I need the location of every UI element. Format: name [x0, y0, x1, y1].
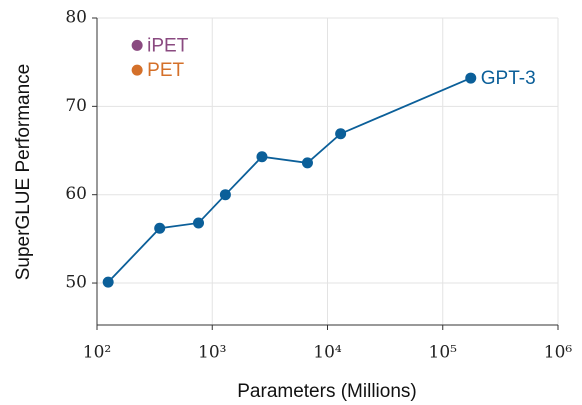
x-tick-label: 10⁶ — [544, 343, 573, 363]
data-point — [301, 157, 313, 169]
data-point — [131, 64, 143, 76]
series-line — [107, 77, 472, 283]
x-axis-label: Parameters (Millions) — [237, 381, 416, 402]
data-point — [335, 128, 347, 140]
y-axis-label: SuperGLUE Performance — [13, 64, 34, 281]
x-tick-label: 10³ — [198, 343, 226, 363]
data-point — [193, 217, 205, 229]
x-tick-label: 10² — [83, 343, 111, 363]
y-tick-label: 70 — [65, 96, 87, 116]
data-point — [465, 72, 477, 84]
series-label: GPT-3 — [481, 68, 536, 89]
data-point — [102, 276, 114, 288]
data-point — [219, 189, 231, 201]
y-tick-label: 50 — [65, 273, 87, 293]
data-point — [154, 222, 166, 234]
x-tick-label: 10⁴ — [313, 343, 342, 363]
data-point — [131, 39, 143, 51]
series-label: PET — [147, 60, 184, 81]
y-tick-label: 80 — [65, 8, 87, 28]
data-point — [256, 151, 268, 163]
y-tick-label: 60 — [65, 184, 87, 204]
series-label: iPET — [147, 35, 189, 56]
x-tick-label: 10⁵ — [429, 343, 458, 363]
